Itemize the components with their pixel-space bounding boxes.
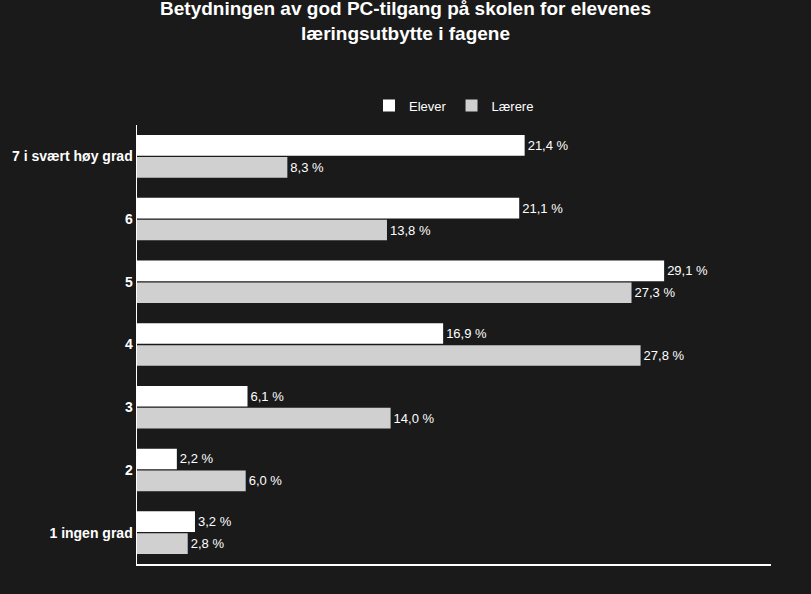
svg-text:16,9 %: 16,9 % (446, 326, 487, 341)
svg-text:6,0 %: 6,0 % (249, 473, 283, 488)
svg-text:Betydningen av god PC-tilgang: Betydningen av god PC-tilgang på skolen … (160, 0, 651, 44)
svg-text:27,8 %: 27,8 % (644, 348, 685, 363)
svg-text:3: 3 (125, 399, 133, 415)
svg-text:29,1 %: 29,1 % (667, 263, 708, 278)
svg-text:8,3 %: 8,3 % (290, 160, 324, 175)
svg-text:Elever: Elever (409, 99, 447, 114)
svg-text:7 i svært høy grad: 7 i svært høy grad (12, 148, 133, 164)
svg-text:1 ingen grad: 1 ingen grad (49, 525, 132, 541)
svg-text:Lærere: Lærere (492, 99, 534, 114)
svg-text:21,1 %: 21,1 % (522, 201, 563, 216)
svg-text:13,8 %: 13,8 % (390, 223, 431, 238)
svg-text:6: 6 (125, 211, 133, 227)
svg-text:27,3 %: 27,3 % (635, 285, 676, 300)
svg-text:2: 2 (125, 462, 133, 478)
svg-text:2,8 %: 2,8 % (191, 536, 225, 551)
svg-text:3,2 %: 3,2 % (198, 514, 232, 529)
svg-text:21,4 %: 21,4 % (528, 138, 569, 153)
svg-text:5: 5 (125, 274, 133, 290)
svg-text:6,1 %: 6,1 % (251, 389, 285, 404)
svg-text:14,0 %: 14,0 % (394, 411, 435, 426)
svg-text:4: 4 (125, 336, 133, 352)
svg-text:2,2 %: 2,2 % (180, 451, 214, 466)
